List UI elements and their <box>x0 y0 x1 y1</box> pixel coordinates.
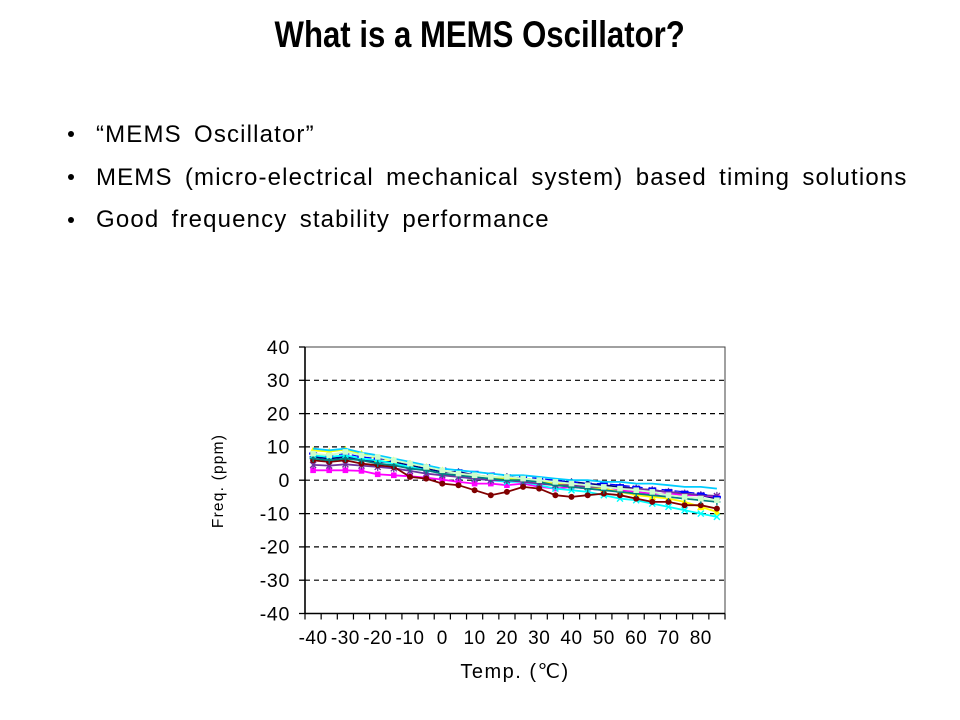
svg-text:50: 50 <box>593 628 615 649</box>
svg-text:-30: -30 <box>331 628 360 649</box>
svg-text:80: 80 <box>690 628 712 649</box>
svg-text:40: 40 <box>560 628 582 649</box>
svg-text:-40: -40 <box>260 603 290 625</box>
svg-text:20: 20 <box>496 628 518 649</box>
svg-text:10: 10 <box>267 437 290 459</box>
svg-text:-10: -10 <box>396 628 425 649</box>
svg-text:0: 0 <box>278 470 290 492</box>
svg-text:40: 40 <box>267 337 290 359</box>
svg-text:30: 30 <box>267 370 290 392</box>
svg-text:60: 60 <box>625 628 647 649</box>
svg-text:Temp. (℃): Temp. (℃) <box>460 661 569 683</box>
svg-text:70: 70 <box>657 628 679 649</box>
svg-text:0: 0 <box>437 628 448 649</box>
svg-text:-10: -10 <box>260 503 290 525</box>
svg-text:10: 10 <box>464 628 486 649</box>
svg-text:Freq. (ppm): Freq. (ppm) <box>210 434 227 528</box>
svg-text:-20: -20 <box>260 537 290 559</box>
svg-text:-30: -30 <box>260 570 290 592</box>
svg-text:-40: -40 <box>299 628 328 649</box>
svg-text:30: 30 <box>528 628 550 649</box>
svg-text:20: 20 <box>267 403 290 425</box>
svg-text:-20: -20 <box>363 628 392 649</box>
